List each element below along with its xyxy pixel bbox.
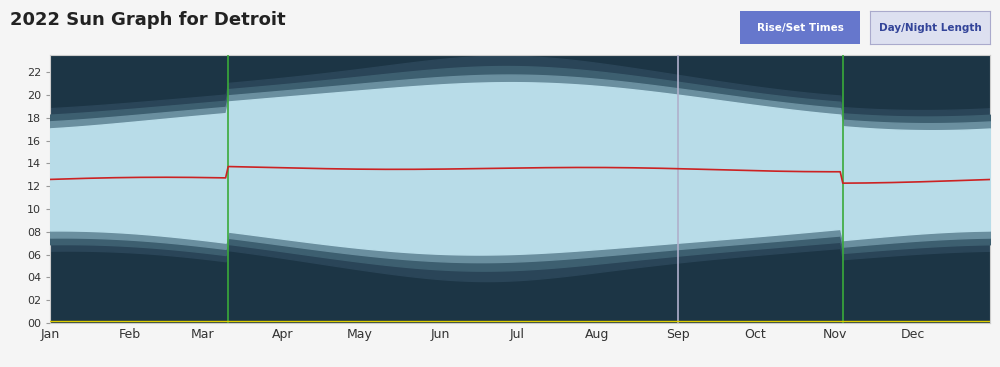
Text: Day/Night Length: Day/Night Length	[879, 22, 981, 33]
Text: Rise/Set Times: Rise/Set Times	[757, 22, 843, 33]
Text: 2022 Sun Graph for Detroit: 2022 Sun Graph for Detroit	[10, 11, 286, 29]
